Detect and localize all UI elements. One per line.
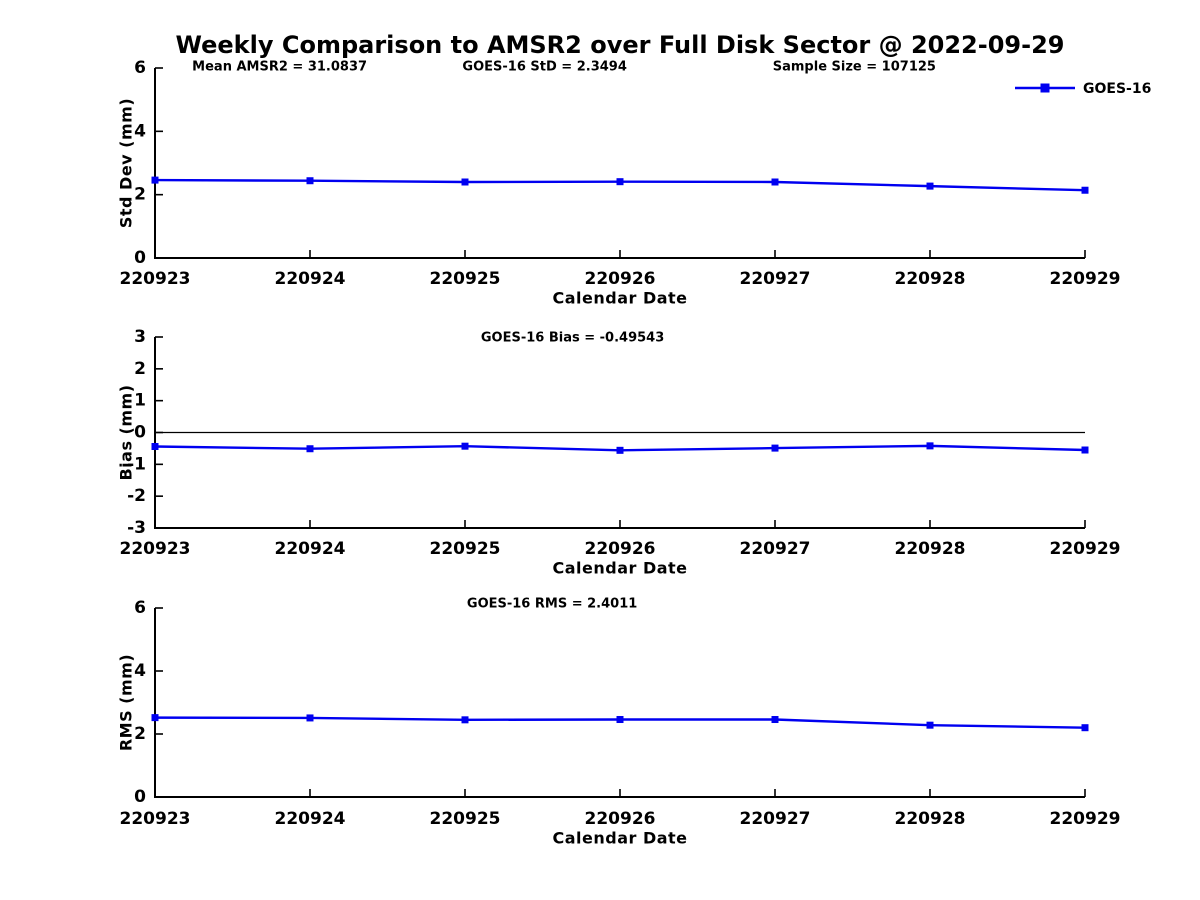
figure-title: Weekly Comparison to AMSR2 over Full Dis… <box>176 31 1065 59</box>
x-tick-label: 220927 <box>740 269 811 289</box>
data-point-marker <box>306 714 314 722</box>
data-point-marker <box>771 178 779 186</box>
data-point-marker <box>616 446 624 454</box>
x-tick-label: 220928 <box>895 269 966 289</box>
data-point-marker <box>926 182 934 190</box>
data-point-marker <box>306 177 314 185</box>
annotation-text: Mean AMSR2 = 31.0837 <box>192 60 367 75</box>
x-tick-label: 220924 <box>275 539 346 559</box>
x-axis-label: Calendar Date <box>552 559 687 578</box>
y-axis-label: Bias (mm) <box>117 384 136 480</box>
legend-label: GOES-16 <box>1083 81 1151 97</box>
y-tick-label: -2 <box>127 486 146 506</box>
x-tick-label: 220923 <box>120 539 191 559</box>
data-point-marker <box>771 716 779 724</box>
y-tick-label: -3 <box>127 518 146 538</box>
annotation-text: GOES-16 StD = 2.3494 <box>462 60 626 75</box>
x-tick-label: 220923 <box>120 269 191 289</box>
x-tick-label: 220925 <box>430 539 501 559</box>
y-axis-label: RMS (mm) <box>117 654 136 751</box>
subplot-bias-mm-: -3 -2 -1 0 1 2 3 220923 220924 220925 220926 220927… <box>117 327 1121 578</box>
x-axis-label: Calendar Date <box>552 289 687 308</box>
charts-layer: 0 2 4 6 220923 220924 220925 220926 220927 220928… <box>117 58 1121 848</box>
annotation-text: Sample Size = 107125 <box>773 60 936 75</box>
subplot-std-dev-mm-: 0 2 4 6 220923 220924 220925 220926 220927 220928… <box>117 58 1121 308</box>
x-tick-label: 220929 <box>1050 269 1121 289</box>
x-axis-label: Calendar Date <box>552 829 687 848</box>
x-tick-label: 220925 <box>430 809 501 829</box>
y-tick-label: 3 <box>134 327 146 347</box>
x-tick-label: 220928 <box>895 809 966 829</box>
subplot-rms-mm-: 0 2 4 6 220923 220924 220925 220926 220927 220928… <box>117 597 1121 848</box>
data-point-marker <box>1081 186 1089 194</box>
x-tick-label: 220924 <box>275 269 346 289</box>
data-point-marker <box>151 714 159 722</box>
data-point-marker <box>926 721 934 729</box>
data-point-marker <box>616 716 624 724</box>
y-tick-label: 0 <box>134 787 146 807</box>
x-tick-label: 220929 <box>1050 539 1121 559</box>
y-tick-label: 6 <box>134 598 146 618</box>
y-tick-label: 6 <box>134 58 146 78</box>
data-point-marker <box>771 444 779 452</box>
y-tick-label: 2 <box>134 359 146 379</box>
y-axis-label: Std Dev (mm) <box>117 98 136 228</box>
data-point-marker <box>461 716 469 724</box>
x-tick-label: 220929 <box>1050 809 1121 829</box>
legend-marker-icon <box>1040 83 1050 93</box>
x-tick-label: 220926 <box>585 809 656 829</box>
annotation-text: GOES-16 RMS = 2.4011 <box>467 597 637 612</box>
data-point-marker <box>306 445 314 453</box>
x-tick-label: 220927 <box>740 539 811 559</box>
y-tick-label: 4 <box>134 661 146 681</box>
y-tick-label: 2 <box>134 185 146 205</box>
x-tick-label: 220926 <box>585 539 656 559</box>
data-point-marker <box>151 443 159 451</box>
y-tick-label: 4 <box>134 121 146 141</box>
x-tick-label: 220926 <box>585 269 656 289</box>
x-tick-label: 220925 <box>430 269 501 289</box>
data-point-marker <box>926 442 934 450</box>
y-tick-label: 2 <box>134 724 146 744</box>
y-tick-label: 1 <box>134 391 146 411</box>
data-point-marker <box>461 178 469 186</box>
data-point-marker <box>616 178 624 186</box>
x-tick-label: 220927 <box>740 809 811 829</box>
y-tick-label: 0 <box>134 248 146 268</box>
data-point-marker <box>1081 724 1089 732</box>
y-tick-label: 0 <box>134 423 146 443</box>
data-point-marker <box>1081 446 1089 454</box>
data-point-marker <box>151 176 159 184</box>
x-tick-label: 220923 <box>120 809 191 829</box>
y-tick-label: -1 <box>127 454 146 474</box>
x-tick-label: 220924 <box>275 809 346 829</box>
legend: GOES-16 <box>1015 81 1151 97</box>
x-tick-label: 220928 <box>895 539 966 559</box>
annotation-text: GOES-16 Bias = -0.49543 <box>481 331 664 346</box>
data-point-marker <box>461 442 469 450</box>
